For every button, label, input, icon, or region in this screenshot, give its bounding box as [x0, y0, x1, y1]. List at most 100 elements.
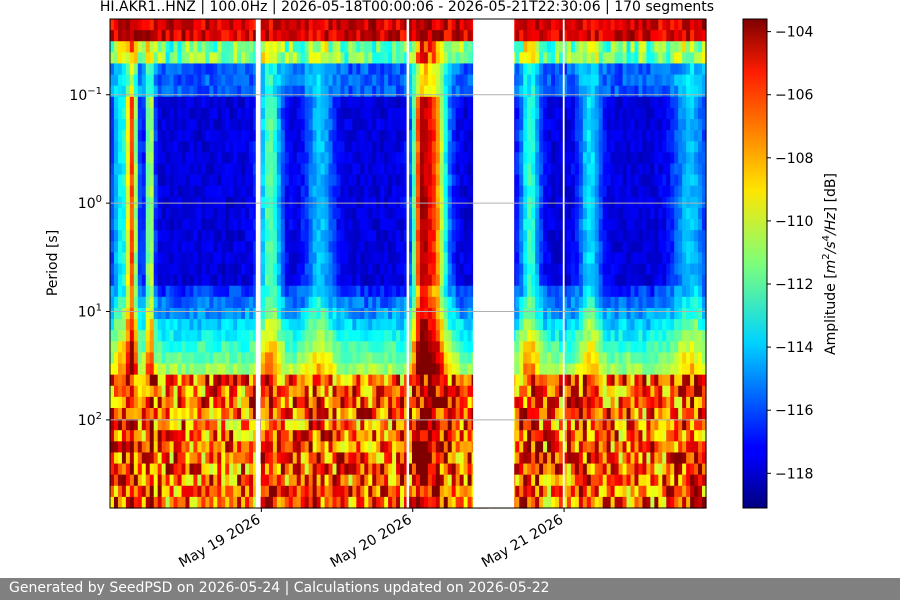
- heatmap-cell: [133, 296, 139, 309]
- heatmap-cell: [388, 485, 393, 498]
- heatmap-cell: [376, 163, 381, 176]
- heatmap-cell: [209, 219, 214, 231]
- heatmap-cell: [268, 119, 274, 131]
- heatmap-cell: [165, 363, 171, 376]
- heatmap-cell: [558, 119, 564, 131]
- heatmap-cell: [225, 341, 230, 354]
- heatmap-cell: [245, 41, 250, 53]
- heatmap-cell: [245, 241, 250, 253]
- heatmap-cell: [340, 174, 346, 187]
- heatmap-cell: [249, 307, 254, 320]
- heatmap-cell: [221, 385, 226, 398]
- heatmap-cell: [360, 274, 365, 287]
- heatmap-cell: [288, 130, 294, 142]
- heatmap-cell: [364, 485, 369, 498]
- heatmap-cell: [253, 96, 258, 109]
- heatmap-cell: [153, 207, 159, 220]
- heatmap-cell: [284, 19, 290, 31]
- heatmap-cell: [225, 96, 230, 109]
- heatmap-cell: [372, 485, 377, 498]
- heatmap-cell: [400, 463, 405, 476]
- heatmap-cell: [459, 385, 465, 398]
- heatmap-cell: [201, 96, 206, 109]
- heatmap-cell: [348, 152, 353, 165]
- heatmap-cell: [233, 307, 238, 320]
- heatmap-cell: [253, 263, 258, 276]
- heatmap-cell: [376, 430, 381, 442]
- heatmap-cell: [280, 330, 286, 342]
- heatmap-cell: [551, 96, 556, 109]
- heatmap-cell: [400, 385, 405, 398]
- heatmap-cell: [443, 96, 449, 109]
- heatmap-cell: [459, 419, 465, 431]
- heatmap-cell: [384, 152, 389, 165]
- heatmap-cell: [411, 319, 417, 331]
- heatmap-cell: [276, 19, 282, 31]
- heatmap-cell: [149, 307, 155, 320]
- heatmap-cell: [320, 141, 326, 153]
- heatmap-cell: [181, 441, 187, 454]
- heatmap-cell: [145, 107, 151, 120]
- heatmap-cell: [292, 130, 298, 142]
- heatmap-cell: [181, 219, 187, 231]
- heatmap-cell: [396, 52, 401, 65]
- heatmap-cell: [415, 130, 421, 142]
- heatmap-cell: [133, 496, 139, 509]
- heatmap-cell: [117, 496, 123, 509]
- heatmap-cell: [340, 452, 346, 465]
- heatmap-cell: [372, 285, 377, 298]
- heatmap-cell: [527, 496, 532, 509]
- heatmap-cell: [209, 241, 214, 253]
- heatmap-cell: [245, 307, 250, 320]
- heatmap-cell: [340, 52, 346, 65]
- heatmap-cell: [539, 274, 544, 287]
- heatmap-cell: [384, 463, 389, 476]
- heatmap-cell: [221, 107, 226, 120]
- heatmap-cell: [141, 30, 147, 42]
- heatmap-cell: [225, 330, 230, 342]
- heatmap-cell: [173, 296, 179, 309]
- heatmap-cell: [217, 441, 222, 454]
- heatmap-cell: [555, 274, 560, 287]
- heatmap-cell: [280, 252, 286, 265]
- heatmap-cell: [392, 185, 397, 198]
- heatmap-cell: [241, 341, 246, 354]
- heatmap-cell: [411, 74, 417, 87]
- heatmap-cell: [308, 341, 314, 354]
- heatmap-cell: [527, 96, 532, 109]
- heatmap-cell: [547, 85, 552, 98]
- heatmap-cell: [217, 152, 222, 165]
- heatmap-cell: [185, 74, 191, 87]
- heatmap-cell: [125, 285, 131, 298]
- heatmap-cell: [336, 52, 342, 65]
- heatmap-cell: [121, 119, 127, 131]
- heatmap-cell: [233, 396, 238, 409]
- heatmap-cell: [165, 330, 171, 342]
- heatmap-cell: [539, 30, 544, 42]
- heatmap-cell: [332, 407, 338, 420]
- heatmap-cell: [189, 407, 195, 420]
- heatmap-cell: [264, 307, 270, 320]
- heatmap-cell: [268, 452, 274, 465]
- heatmap-cell: [332, 363, 338, 376]
- heatmap-cell: [551, 307, 556, 320]
- heatmap-cell: [237, 363, 242, 376]
- heatmap-cell: [539, 107, 544, 120]
- heatmap-cell: [415, 263, 421, 276]
- heatmap-cell: [455, 107, 461, 120]
- heatmap-cell: [217, 474, 222, 487]
- heatmap-cell: [336, 85, 342, 98]
- heatmap-cell: [304, 274, 310, 287]
- heatmap-cell: [372, 207, 377, 220]
- heatmap-cell: [419, 363, 425, 376]
- heatmap-cell: [217, 85, 222, 98]
- heatmap-cell: [249, 52, 254, 65]
- heatmap-cell: [157, 252, 163, 265]
- heatmap-cell: [201, 341, 206, 354]
- heatmap-cell: [360, 441, 365, 454]
- heatmap-cell: [392, 230, 397, 242]
- heatmap-cell: [217, 385, 222, 398]
- heatmap-cell: [292, 107, 298, 120]
- heatmap-cell: [229, 74, 234, 87]
- heatmap-cell: [551, 163, 556, 176]
